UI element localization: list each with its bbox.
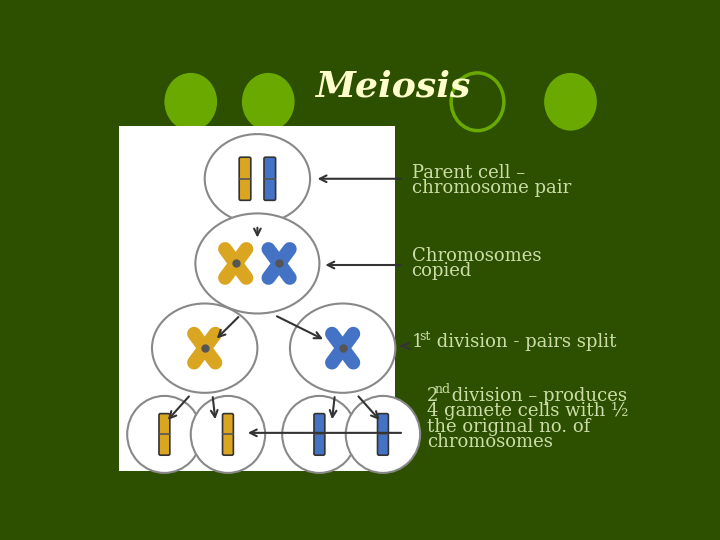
Ellipse shape	[127, 396, 202, 473]
FancyBboxPatch shape	[222, 414, 233, 455]
Ellipse shape	[544, 73, 597, 131]
Text: the original no. of: the original no. of	[427, 418, 590, 436]
Ellipse shape	[242, 73, 294, 131]
Bar	[120, 126, 395, 471]
FancyBboxPatch shape	[239, 157, 251, 200]
Ellipse shape	[204, 134, 310, 224]
Text: nd: nd	[435, 383, 451, 396]
Ellipse shape	[290, 303, 395, 393]
Text: 2: 2	[427, 387, 438, 405]
Text: 1: 1	[412, 333, 423, 351]
FancyBboxPatch shape	[314, 414, 325, 455]
Ellipse shape	[195, 213, 320, 314]
Text: division – produces: division – produces	[446, 387, 628, 405]
Text: copied: copied	[412, 262, 472, 280]
Text: chromosomes: chromosomes	[427, 433, 553, 451]
Text: st: st	[419, 330, 431, 343]
Ellipse shape	[152, 303, 258, 393]
FancyBboxPatch shape	[159, 414, 170, 455]
FancyBboxPatch shape	[377, 414, 388, 455]
Text: Chromosomes: Chromosomes	[412, 247, 541, 265]
Text: 4 gamete cells with ½: 4 gamete cells with ½	[427, 402, 629, 420]
Ellipse shape	[164, 73, 217, 131]
Ellipse shape	[191, 396, 265, 473]
Ellipse shape	[346, 396, 420, 473]
Text: division - pairs split: division - pairs split	[431, 333, 616, 351]
Text: Meiosis: Meiosis	[315, 69, 470, 103]
Text: Parent cell –: Parent cell –	[412, 164, 525, 181]
FancyBboxPatch shape	[264, 157, 276, 200]
Text: chromosome pair: chromosome pair	[412, 179, 571, 197]
Ellipse shape	[282, 396, 356, 473]
